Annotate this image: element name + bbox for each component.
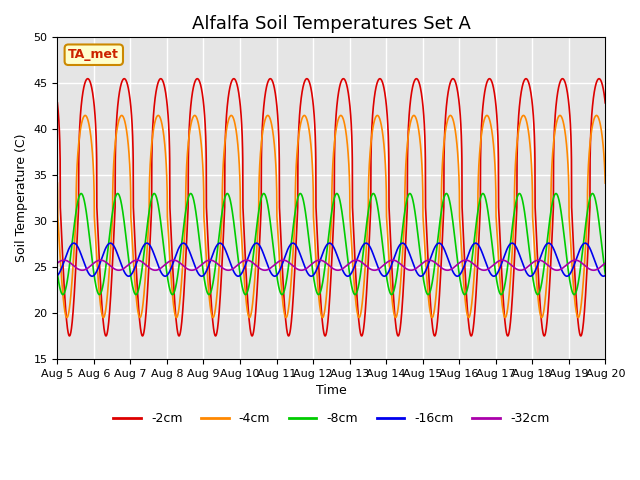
-4cm <box>272 162 280 168</box>
-32cm <box>60 257 68 263</box>
-16cm <box>387 265 394 271</box>
-4cm <box>236 166 243 171</box>
-2cm <box>236 96 243 101</box>
-16cm <box>577 245 584 251</box>
-16cm <box>88 273 96 279</box>
-8cm <box>272 265 280 271</box>
-8cm <box>54 271 61 276</box>
-32cm <box>602 260 609 266</box>
-2cm <box>66 333 74 339</box>
Title: Alfalfa Soil Temperatures Set A: Alfalfa Soil Temperatures Set A <box>192 15 471 33</box>
-32cm <box>236 261 243 266</box>
-2cm <box>602 100 609 106</box>
-8cm <box>236 267 243 273</box>
-4cm <box>577 305 584 311</box>
-16cm <box>317 255 324 261</box>
-2cm <box>577 333 584 339</box>
-4cm <box>63 315 71 321</box>
-32cm <box>78 267 86 273</box>
-8cm <box>163 271 171 276</box>
-2cm <box>84 76 92 82</box>
-8cm <box>387 290 394 296</box>
-16cm <box>54 273 61 278</box>
Legend: -2cm, -4cm, -8cm, -16cm, -32cm: -2cm, -4cm, -8cm, -16cm, -32cm <box>108 407 554 430</box>
-32cm <box>387 258 394 264</box>
-8cm <box>59 292 67 298</box>
-4cm <box>163 180 171 186</box>
Line: -2cm: -2cm <box>58 79 605 336</box>
-16cm <box>163 273 171 278</box>
-32cm <box>272 261 280 266</box>
-2cm <box>317 301 324 307</box>
-16cm <box>272 273 280 279</box>
-16cm <box>236 273 243 279</box>
-32cm <box>163 260 171 266</box>
-2cm <box>272 94 280 100</box>
-2cm <box>387 228 394 234</box>
X-axis label: Time: Time <box>316 384 347 397</box>
-16cm <box>70 240 77 246</box>
Line: -16cm: -16cm <box>58 243 605 276</box>
-4cm <box>81 112 89 118</box>
-8cm <box>77 191 85 196</box>
-2cm <box>163 100 171 106</box>
-4cm <box>602 180 609 186</box>
Line: -8cm: -8cm <box>58 193 605 295</box>
-32cm <box>54 260 61 266</box>
-2cm <box>54 100 61 106</box>
-4cm <box>387 273 394 279</box>
Y-axis label: Soil Temperature (C): Soil Temperature (C) <box>15 134 28 263</box>
-4cm <box>317 311 324 316</box>
Line: -4cm: -4cm <box>58 115 605 318</box>
-32cm <box>317 257 324 263</box>
-8cm <box>577 263 584 268</box>
-8cm <box>602 271 609 276</box>
-4cm <box>54 180 61 186</box>
-8cm <box>317 288 324 293</box>
-16cm <box>602 273 609 278</box>
Text: TA_met: TA_met <box>68 48 119 61</box>
Line: -32cm: -32cm <box>58 260 605 270</box>
-32cm <box>577 259 584 265</box>
